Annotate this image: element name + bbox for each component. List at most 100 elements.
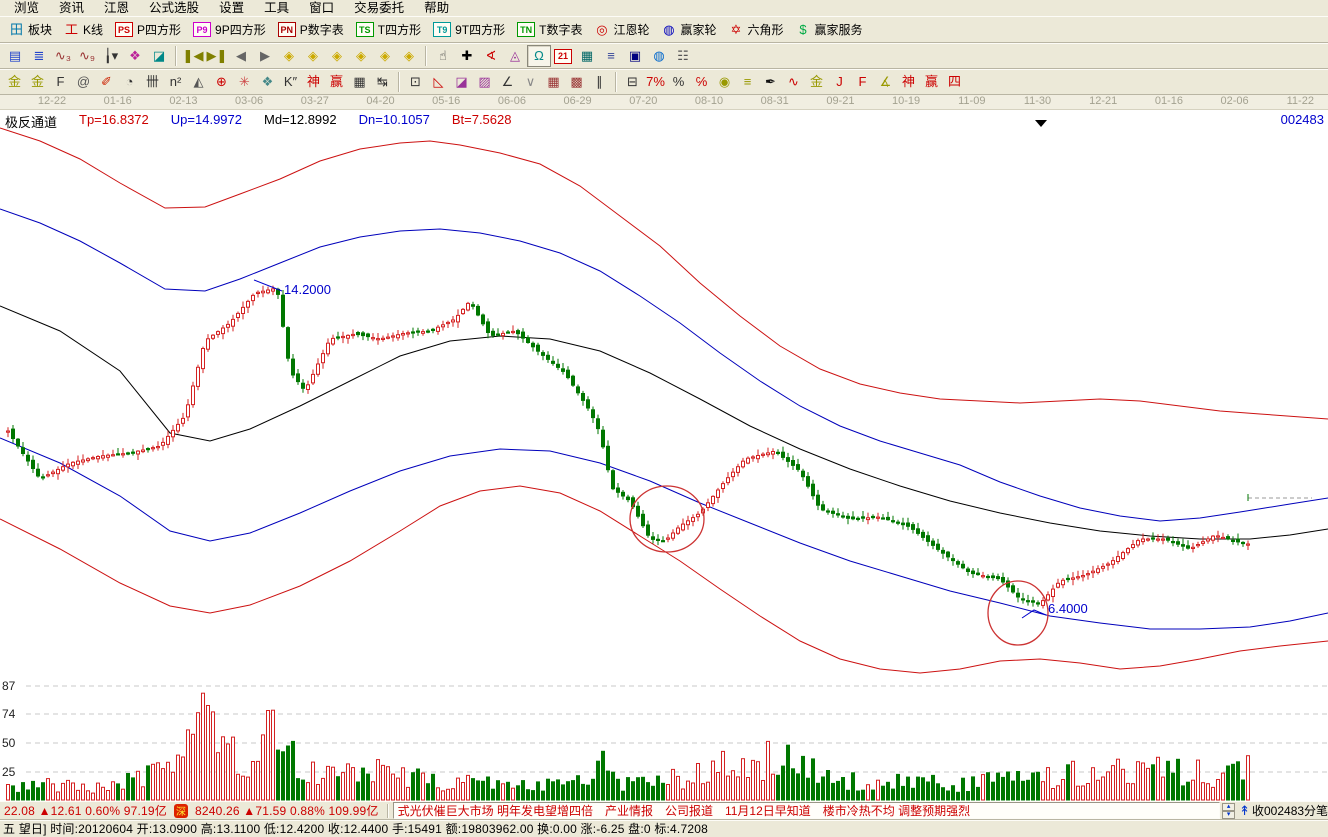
- menu-item-4[interactable]: 设置: [219, 0, 245, 15]
- diamond-all-button[interactable]: ◈: [373, 45, 397, 67]
- spin-down-icon[interactable]: ▾: [1222, 810, 1236, 819]
- last-page-button[interactable]: ▶❚: [205, 45, 229, 67]
- page-layout-button[interactable]: ▤: [3, 45, 27, 67]
- gold-ruler-2-button[interactable]: 金: [26, 72, 49, 93]
- grid-a-button[interactable]: ▦: [542, 72, 565, 93]
- menu-item-8[interactable]: 帮助: [424, 0, 450, 15]
- shen-line-button[interactable]: 神: [897, 72, 920, 93]
- parallel-lines-button[interactable]: ∥: [588, 72, 611, 93]
- menu-item-6[interactable]: 窗口: [309, 0, 335, 15]
- ying-ruler-button[interactable]: 赢: [325, 72, 348, 93]
- calculator-button[interactable]: ▦: [575, 45, 599, 67]
- toolbar-button-sectors[interactable]: 田板块: [3, 19, 58, 40]
- gann-shapes-button[interactable]: ◬: [503, 45, 527, 67]
- menu-item-5[interactable]: 工具: [264, 0, 290, 15]
- printer-button[interactable]: ☷: [671, 45, 695, 67]
- menu-item-7[interactable]: 交易委托: [354, 0, 405, 15]
- v-lines-button[interactable]: ∨: [519, 72, 542, 93]
- toolbar-button-p-digit-table[interactable]: PN P数字表: [272, 19, 350, 40]
- shen-ruler-button[interactable]: 神: [302, 72, 325, 93]
- toolbar-button-hexagon[interactable]: ✡ 六角形: [722, 19, 789, 40]
- a-wave-button[interactable]: ∿: [782, 72, 805, 93]
- gold-lines-button[interactable]: ≡: [736, 72, 759, 93]
- f-ruler-button[interactable]: F: [49, 72, 72, 93]
- fan-lines-button[interactable]: ◺: [427, 72, 450, 93]
- star-web-button[interactable]: ✳: [233, 72, 256, 93]
- diamond-h-button[interactable]: ◈: [325, 45, 349, 67]
- brush-button[interactable]: ✒: [759, 72, 782, 93]
- save-button[interactable]: ▣: [623, 45, 647, 67]
- percent-7-button[interactable]: 7%: [644, 72, 667, 93]
- rocket-ruler-button[interactable]: ✐: [95, 72, 118, 93]
- f-line-button[interactable]: F: [851, 72, 874, 93]
- n2-ruler-button[interactable]: n²: [164, 72, 187, 93]
- calendar-button[interactable]: 21: [551, 45, 575, 67]
- menu-item-2[interactable]: 江恩: [104, 0, 130, 15]
- spiral-9-button[interactable]: @: [72, 72, 95, 93]
- grid-fan-button[interactable]: ▨: [473, 72, 496, 93]
- notepad-button[interactable]: ≡: [599, 45, 623, 67]
- menu-item-3[interactable]: 公式选股: [149, 0, 200, 15]
- histogram-button[interactable]: ◪: [147, 45, 171, 67]
- main-chart-pane[interactable]: 14.2000 6.4000 极反通道 Tp=16.8372 Up=14.9972 M…: [0, 110, 1328, 684]
- toolbar-button-9t-square[interactable]: T9 9T四方形: [427, 19, 511, 40]
- grid-web-button[interactable]: ❖: [256, 72, 279, 93]
- candle-type-button[interactable]: ╽▾: [99, 45, 123, 67]
- crosshair-tool-button[interactable]: ✚: [455, 45, 479, 67]
- volume-canvas[interactable]: [0, 684, 1328, 801]
- percent-lines-button[interactable]: ℅: [690, 72, 713, 93]
- gold-ruler-1-button[interactable]: 金: [3, 72, 26, 93]
- gold-channel-button[interactable]: 金: [805, 72, 828, 93]
- si-line-button[interactable]: 四: [943, 72, 966, 93]
- grid-b-button[interactable]: ▩: [565, 72, 588, 93]
- circle-cross-button[interactable]: ⊕: [210, 72, 233, 93]
- toolbar-button-winner-wheel[interactable]: ◍ 赢家轮: [655, 19, 722, 40]
- j-line-button[interactable]: J: [828, 72, 851, 93]
- angle-ruler-button[interactable]: ◭: [187, 72, 210, 93]
- menu-item-0[interactable]: 浏览: [14, 0, 40, 15]
- prev-page-button[interactable]: ◀: [229, 45, 253, 67]
- clock-ruler-button[interactable]: ◔: [118, 72, 141, 93]
- box-tool-button[interactable]: ⊡: [404, 72, 427, 93]
- fan-box-button[interactable]: ◪: [450, 72, 473, 93]
- diamond-left-button[interactable]: ◈: [277, 45, 301, 67]
- next-page-button[interactable]: ▶: [253, 45, 277, 67]
- grid-123-button[interactable]: ▦: [348, 72, 371, 93]
- scale-tool-button[interactable]: ⊟: [621, 72, 644, 93]
- toolbar-button-t-square[interactable]: TS T四方形: [350, 19, 427, 40]
- report-button[interactable]: ≣: [27, 45, 51, 67]
- gold-circle-button[interactable]: ◉: [713, 72, 736, 93]
- angle-lines-button[interactable]: ∠: [496, 72, 519, 93]
- comb-ruler-button[interactable]: 卌: [141, 72, 164, 93]
- toolbar-button-kline[interactable]: 工 K线: [58, 19, 109, 40]
- ticker-spinner[interactable]: ▴ ▾: [1222, 802, 1236, 819]
- toolbar-button-t-digit-table[interactable]: TN T数字表: [511, 19, 588, 40]
- gann-module-button[interactable]: ❖: [123, 45, 147, 67]
- wave-9-button[interactable]: ∿₉: [75, 45, 99, 67]
- toolbar-button-gann-wheel[interactable]: ◎ 江恩轮: [588, 19, 655, 40]
- ying-line-button[interactable]: 赢: [920, 72, 943, 93]
- toolbar-button-9p-square[interactable]: P9 9P四方形: [187, 19, 272, 40]
- web-sync-button[interactable]: ◍: [647, 45, 671, 67]
- k-mark-button[interactable]: K″: [279, 72, 302, 93]
- first-page-icon: ❚◀: [182, 48, 204, 63]
- price-chart-canvas[interactable]: 14.2000 6.4000: [0, 110, 1328, 684]
- gold-angle-button[interactable]: ∡: [874, 72, 897, 93]
- volume-pane[interactable]: 87 74 50 25: [0, 680, 1328, 801]
- menu-item-1[interactable]: 资讯: [59, 0, 85, 15]
- measure-tool-button[interactable]: ∢: [479, 45, 503, 67]
- percent-button[interactable]: %: [667, 72, 690, 93]
- wave-3-button[interactable]: ∿₃: [51, 45, 75, 67]
- spin-up-icon[interactable]: ▴: [1222, 802, 1236, 811]
- diamond-cross-button[interactable]: ◈: [349, 45, 373, 67]
- diamond-out-button[interactable]: ◈: [397, 45, 421, 67]
- channel-module-button[interactable]: Ω: [527, 45, 551, 67]
- hand-tool-button[interactable]: ☝: [431, 45, 455, 67]
- news-ticker[interactable]: 式光伏催巨大市场 明年发电望增四倍 产业情报 公司报道 11月12日早知道 楼市…: [392, 802, 1221, 819]
- diamond-right-button[interactable]: ◈: [301, 45, 325, 67]
- news-ticker-text[interactable]: 式光伏催巨大市场 明年发电望增四倍 产业情报 公司报道 11月12日早知道 楼市…: [397, 804, 971, 818]
- first-page-button[interactable]: ❚◀: [181, 45, 205, 67]
- span-measure-button[interactable]: ↹: [371, 72, 394, 93]
- toolbar-button-winner-service[interactable]: $ 赢家服务: [790, 19, 869, 40]
- toolbar-button-p-square[interactable]: PS P四方形: [109, 19, 187, 40]
